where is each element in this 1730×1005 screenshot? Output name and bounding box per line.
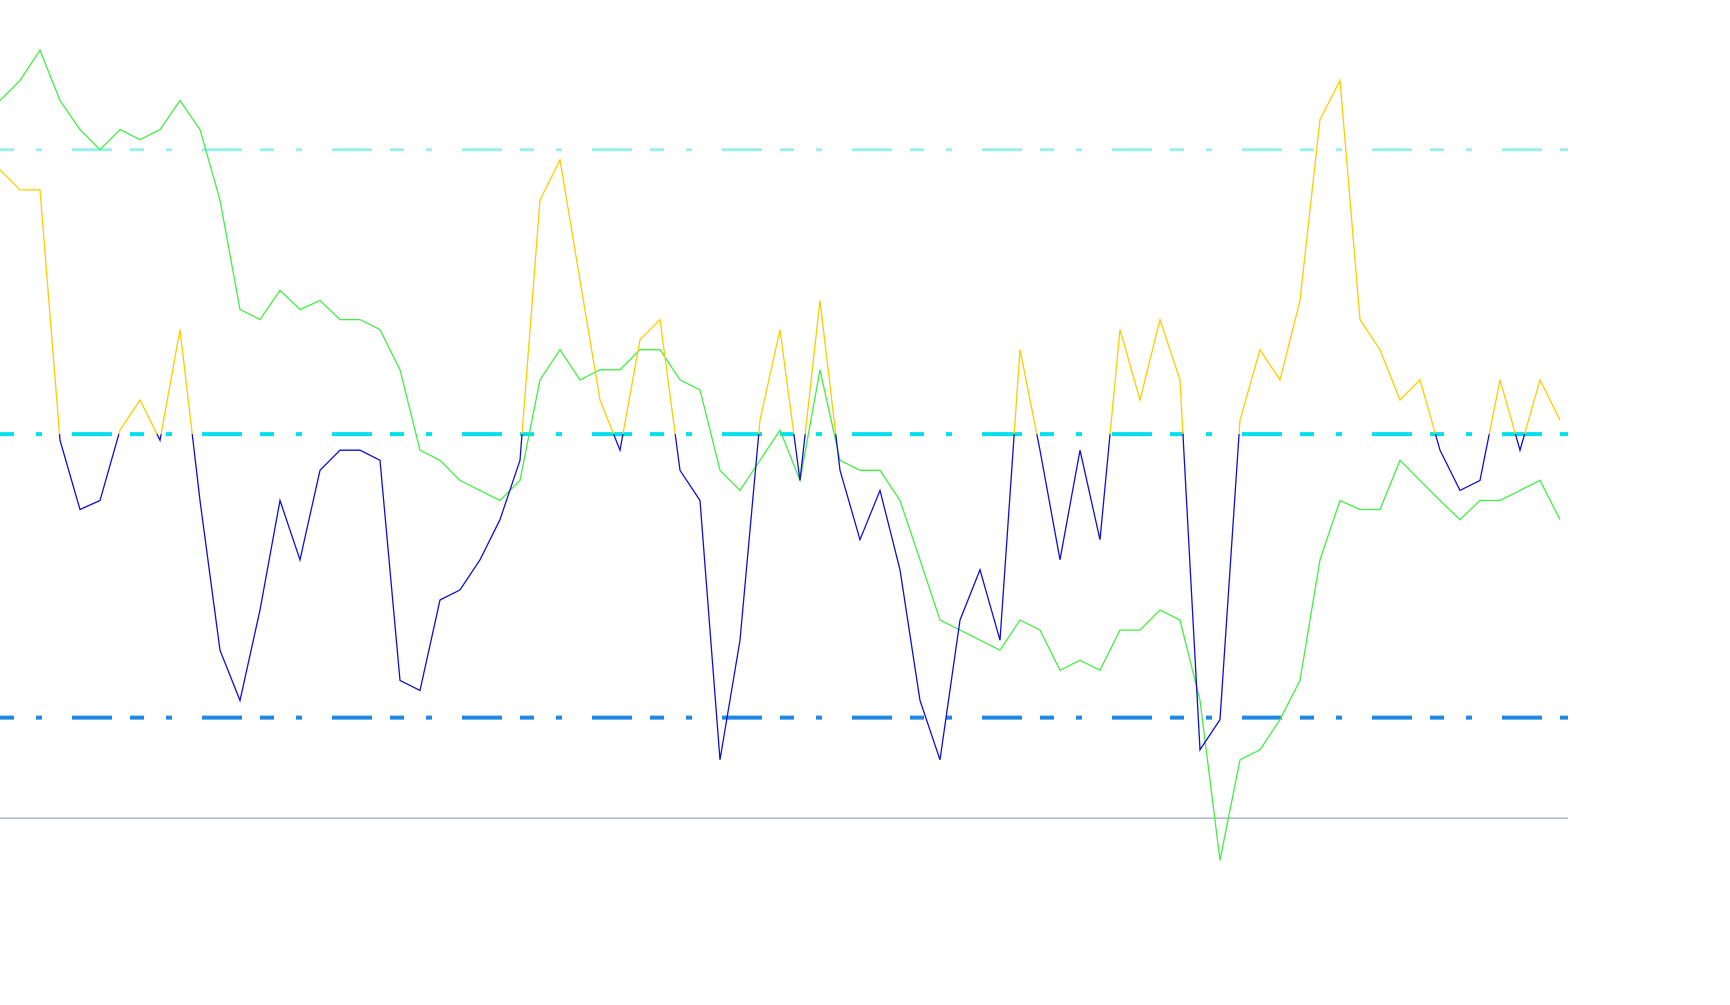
line-above: [0, 78, 1561, 435]
line-below: [58, 434, 1526, 761]
line: [0, 48, 1561, 861]
